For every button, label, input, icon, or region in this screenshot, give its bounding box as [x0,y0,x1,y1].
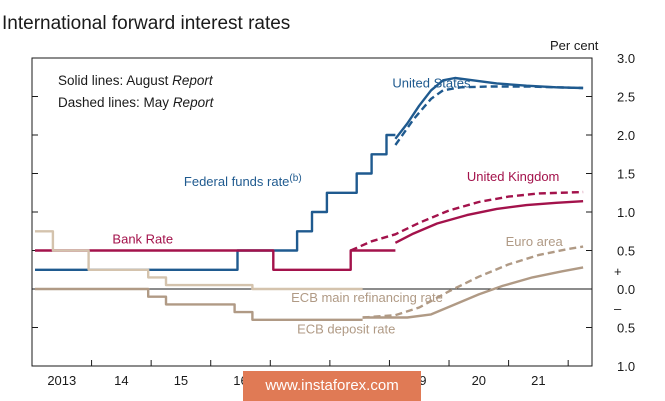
legend-note-solid-prefix: Solid lines: August [58,73,172,88]
legend-note-dashed: Dashed lines: May Report [58,95,215,110]
series-line-6 [35,230,363,291]
chart-title: International forward interest rates [2,13,290,34]
sign-plus: + [614,264,622,279]
y-tick-label: 1.5 [617,167,635,182]
series-line-7 [35,287,363,321]
series-line-5 [350,190,584,252]
x-tick-label: 20 [472,373,486,388]
legend-note-dashed-prefix: Dashed lines: May [58,95,173,110]
legend-note-solid-report: Report [172,73,214,88]
series-label-2: United Kingdom [467,169,560,184]
legend-note-dashed-report: Report [173,95,215,110]
series-labels: United States Federal funds rate(b) United… [112,75,563,336]
series-line-4 [394,200,584,244]
y-tick-label: 2.5 [617,90,635,105]
x-axis: 20131415161718192021 [31,360,569,388]
x-tick-label: 2013 [47,373,76,388]
series-label-6: ECB deposit rate [297,322,395,337]
series-line-9 [362,245,584,319]
legend-note-solid: Solid lines: August Report [58,73,214,88]
watermark-text: www.instaforex.com [265,377,399,394]
series-line-2 [394,85,584,146]
series-label-4: Euro area [506,234,564,249]
y-tick-label: 0.5 [617,244,635,259]
series-label-3: Bank Rate [112,232,173,247]
y-tick-label: 2.0 [617,128,635,143]
y-tick-label: 3.0 [617,51,635,66]
y-tick-label: 0.0 [617,282,635,297]
y-tick-label: 0.5 [617,321,635,336]
y-tick-label: 1.0 [617,205,635,220]
series-lines [35,76,584,321]
y-tick-label: 1.0 [617,359,635,374]
watermark-banner [243,371,421,401]
series-label-0: United States [392,75,471,90]
sign-minus: – [614,301,622,316]
y-axis: 3.0 2.5 2.0 1.5 1.0 0.5 0.0 0.5 1.0 [32,51,635,374]
series-label-1: Federal funds rate(b) [184,173,302,189]
x-tick-label: 14 [114,373,128,388]
x-tick-label: 15 [174,373,188,388]
series-line-8 [362,266,584,319]
series-line-3 [35,249,396,271]
unit-label: Per cent [550,38,599,53]
x-tick-label: 21 [531,373,545,388]
series-label-5: ECB main refinancing rate [291,290,443,305]
